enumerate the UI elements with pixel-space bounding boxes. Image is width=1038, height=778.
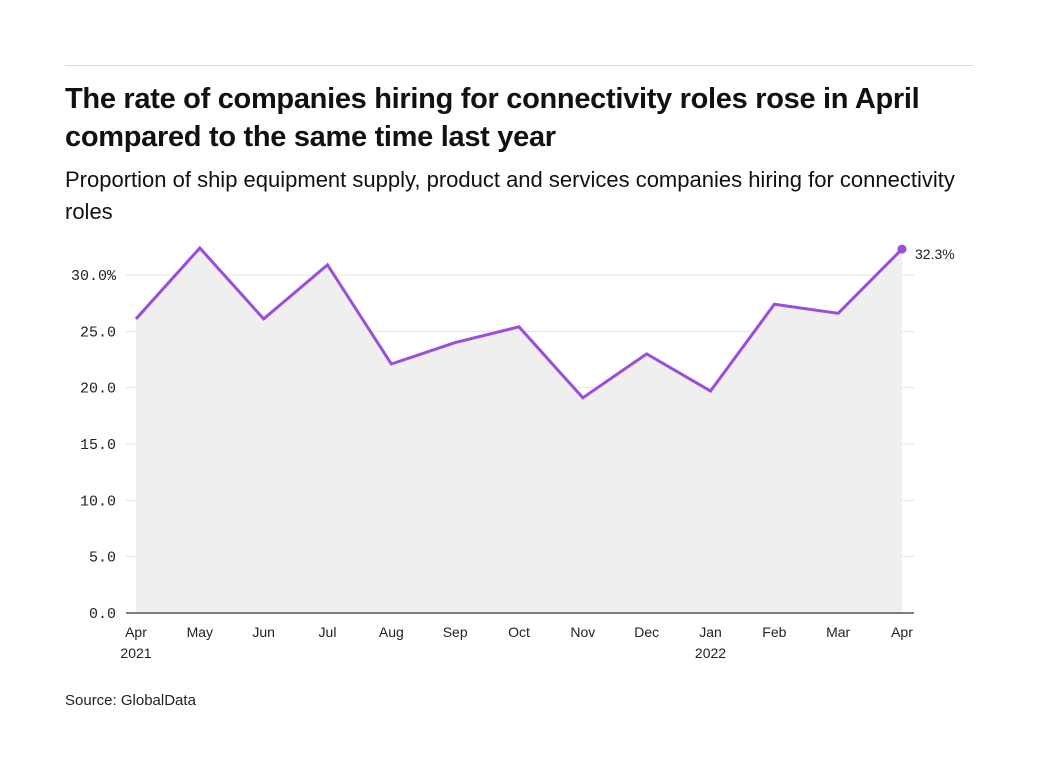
x-tick-label: Aug [379, 624, 404, 640]
x-tick-label: Dec [634, 624, 659, 640]
x-tick-label: May [187, 624, 213, 640]
x-axis-ticks: Apr 2021 May Jun Jul Aug Sep Oct Nov Dec Jan 2022 Fe… [120, 624, 913, 661]
y-tick-label: 5.0 [89, 550, 116, 567]
chart-subtitle: Proportion of ship equipment supply, pro… [65, 167, 955, 224]
end-value-label: 32.3% [915, 246, 955, 262]
chart-title: The rate of companies hiring for connect… [65, 83, 920, 153]
top-rule [65, 65, 973, 66]
x-tick-label: Jun [252, 624, 275, 640]
y-tick-label: 30.0% [71, 268, 117, 285]
x-tick-year-label: 2021 [120, 645, 151, 661]
end-point-marker [897, 244, 907, 254]
x-tick-label: Mar [826, 624, 850, 640]
data-points [897, 244, 907, 254]
x-tick-label: Sep [443, 624, 468, 640]
y-axis-ticks: 0.0 5.0 10.0 15.0 20.0 25.0 30.0% [71, 268, 117, 623]
y-tick-label: 0.0 [89, 606, 116, 623]
x-tick-label: Apr [891, 624, 913, 640]
x-tick-label: Jul [319, 624, 337, 640]
y-tick-label: 20.0 [80, 381, 116, 398]
x-tick-year-label: 2022 [695, 645, 726, 661]
x-tick-label: Jan [699, 624, 722, 640]
annotations: 32.3% [915, 246, 955, 262]
x-tick-label: Nov [570, 624, 595, 640]
y-tick-label: 25.0 [80, 324, 116, 341]
x-tick-label: Apr [125, 624, 147, 640]
x-tick-label: Feb [762, 624, 786, 640]
source-note: Source: GlobalData [65, 692, 196, 709]
y-tick-label: 10.0 [80, 493, 116, 510]
x-tick-label: Oct [508, 624, 530, 640]
area-fill [136, 247, 902, 613]
y-tick-label: 15.0 [80, 437, 116, 454]
series-line [134, 245, 904, 400]
